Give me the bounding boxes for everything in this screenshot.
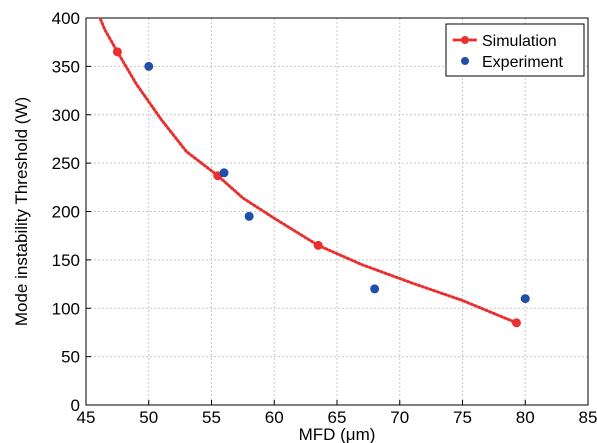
y-tick-label: 200 bbox=[52, 203, 80, 222]
experiment-point bbox=[144, 61, 154, 71]
legend: Simulation Experiment bbox=[445, 23, 585, 77]
series-layer bbox=[98, 18, 530, 328]
x-tick-label: 70 bbox=[390, 408, 409, 427]
legend-experiment-marker bbox=[461, 57, 469, 65]
y-tick-label: 250 bbox=[52, 154, 80, 173]
x-tick-label: 55 bbox=[202, 408, 221, 427]
simulation-curve bbox=[98, 18, 518, 325]
simulation-point bbox=[511, 318, 521, 328]
y-tick-label: 0 bbox=[71, 396, 80, 415]
x-tick-label: 45 bbox=[77, 408, 96, 427]
x-tick-label: 80 bbox=[516, 408, 535, 427]
legend-box bbox=[445, 23, 585, 77]
y-tick-label: 350 bbox=[52, 57, 80, 76]
experiment-point bbox=[219, 168, 229, 178]
x-tick-label: 60 bbox=[265, 408, 284, 427]
x-tick-label: 50 bbox=[139, 408, 158, 427]
x-tick-label: 85 bbox=[579, 408, 597, 427]
x-tick-label: 65 bbox=[328, 408, 347, 427]
legend-experiment-label: Experiment bbox=[482, 54, 563, 71]
legend-simulation-marker bbox=[461, 36, 469, 44]
simulation-point bbox=[112, 47, 122, 57]
y-tick-label: 300 bbox=[52, 106, 80, 125]
experiment-point bbox=[244, 211, 254, 221]
experiment-point bbox=[370, 284, 380, 294]
grid bbox=[86, 18, 588, 405]
y-tick-label: 50 bbox=[61, 348, 80, 367]
y-tick-label: 150 bbox=[52, 251, 80, 270]
x-tick-label: 75 bbox=[453, 408, 472, 427]
legend-simulation-label: Simulation bbox=[482, 33, 557, 50]
tick-labels: 45 50 55 60 65 70 75 80 85 0 50 100 150 200 250 300 350 4… bbox=[52, 9, 597, 427]
simulation-point bbox=[313, 240, 323, 250]
x-axis-label: MFD (μm) bbox=[299, 425, 376, 443]
y-tick-label: 100 bbox=[52, 299, 80, 318]
y-tick-label: 400 bbox=[52, 9, 80, 28]
experiment-point bbox=[520, 294, 530, 304]
y-axis-label: Mode instability Threshold (W) bbox=[12, 97, 31, 326]
